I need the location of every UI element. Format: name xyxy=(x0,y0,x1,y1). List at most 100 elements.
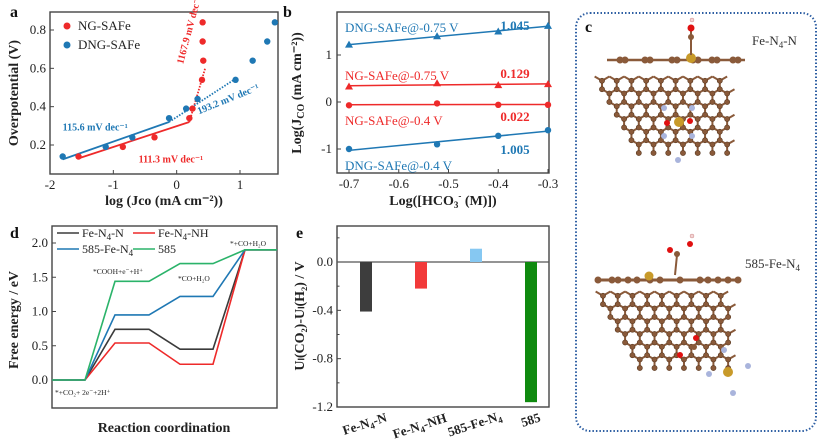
data-point xyxy=(271,19,279,26)
carbon-atom xyxy=(600,301,606,308)
data-point xyxy=(151,134,158,141)
carbon-atom xyxy=(725,331,732,337)
oxygen-atom xyxy=(687,118,693,124)
y-tick-label: 0.4 xyxy=(30,99,47,114)
slope-value: 0.022 xyxy=(500,109,529,124)
carbon-atom xyxy=(613,103,620,110)
panel-e-y-axis-label: Uₗ(CO₂)-Uₗ(H₂) / V xyxy=(293,261,308,370)
oxygen-atom xyxy=(693,335,699,341)
panel-a: a -2 -1 0 1 0.2 0.4 0.6 0.8 111.3 mV dec⁻¹ 1167.… xyxy=(7,0,279,209)
carbon-atom xyxy=(644,292,651,299)
carbon-atom xyxy=(680,90,686,97)
step-label: *+CO₂+ 2e⁻+2H⁺ xyxy=(55,388,111,397)
data-point xyxy=(433,100,441,107)
carbon-atom xyxy=(629,301,636,308)
slope-annotation: 111.3 mV dec⁻¹ xyxy=(139,154,203,165)
carbon-atom xyxy=(673,301,680,308)
category-label-sub: 4 xyxy=(497,414,505,425)
carbon-atom xyxy=(704,276,712,284)
carbon-atom xyxy=(624,276,632,284)
carbon-atom xyxy=(658,326,665,333)
data-point xyxy=(194,95,201,103)
iron-atom xyxy=(674,117,684,127)
carbon-atom xyxy=(716,111,723,118)
category-label: 585-Fe-N4 xyxy=(446,408,505,442)
carbon-atom xyxy=(644,352,651,359)
carbon-atom xyxy=(657,128,664,135)
carbon-atom xyxy=(688,292,695,299)
carbon-atom xyxy=(681,365,687,371)
carbon-atom xyxy=(687,77,694,84)
energy-path xyxy=(52,249,277,381)
data-point xyxy=(494,27,503,35)
oxygen-atom xyxy=(677,352,683,358)
carbon-atom xyxy=(657,137,664,144)
carbon-atom xyxy=(651,331,658,337)
data-point xyxy=(433,79,442,87)
data-point xyxy=(129,134,136,141)
carbon-atom xyxy=(681,339,687,346)
panel-d-frame xyxy=(51,225,278,409)
carbon-atom xyxy=(724,141,731,148)
carbon-atom xyxy=(635,99,642,105)
series-label: DNG-SAFe@-0.4 V xyxy=(345,158,453,173)
fit-line xyxy=(348,25,549,46)
carbon-atom xyxy=(695,356,702,363)
nitrogen-atom xyxy=(689,133,695,139)
panel-a-frame xyxy=(49,11,279,175)
nitrogen-atom xyxy=(661,105,667,111)
carbon-atom xyxy=(644,301,651,308)
carbon-atom xyxy=(650,90,657,97)
bar xyxy=(525,262,537,403)
legend-label: 585 xyxy=(158,242,176,256)
carbon-atom xyxy=(606,90,613,97)
panel-d-y-axis-label: Free energy / eV xyxy=(7,271,22,369)
legend-label: DNG-SAFe xyxy=(78,37,140,52)
carbon-atom xyxy=(635,116,642,122)
legend-label-main: 585 xyxy=(158,242,176,256)
energy-path xyxy=(52,249,277,381)
carbon-atom xyxy=(658,352,665,359)
oxygen-atom xyxy=(687,241,693,247)
bar xyxy=(415,262,427,289)
carbon-atom xyxy=(643,103,650,110)
y-tick-label: 0.2 xyxy=(30,137,46,152)
carbon-atom xyxy=(702,111,708,118)
carbon-atom xyxy=(636,305,643,312)
carbon-atom xyxy=(666,365,673,371)
carbon-atom xyxy=(673,343,680,350)
carbon-atom xyxy=(702,86,708,93)
step-label: *COOH+e⁻+H⁺ xyxy=(93,267,143,276)
carbon-atom xyxy=(650,124,657,131)
data-point xyxy=(119,143,127,151)
carbon-atom xyxy=(724,116,731,122)
carbon-atom xyxy=(629,318,636,325)
y-tick-label: -1 xyxy=(321,141,332,156)
carbon-atom xyxy=(666,339,673,346)
category-label-main: Fe-N xyxy=(341,415,372,438)
carbon-atom xyxy=(709,141,716,148)
carbon-atom xyxy=(672,77,679,84)
y-tick-label: 0.0 xyxy=(32,372,48,387)
carbon-atom xyxy=(724,276,732,284)
carbon-atom xyxy=(628,103,635,110)
carbon-atom xyxy=(710,314,717,320)
nitrogen-atom xyxy=(745,363,751,369)
carbon-atom xyxy=(636,365,643,371)
carbon-atom xyxy=(643,111,650,118)
carbon-atom xyxy=(724,150,731,156)
fit-line xyxy=(348,130,549,152)
data-point xyxy=(75,153,82,160)
panel-c-structures: c Fe-N4-N 585-Fe-N4 xyxy=(575,12,817,432)
carbon-atom xyxy=(621,99,627,105)
carbon-atom xyxy=(672,86,679,93)
y-tick-label: 1.5 xyxy=(32,269,48,284)
x-tick-label: -0.3 xyxy=(538,176,559,191)
carbon-atom xyxy=(635,124,642,131)
carbon-atom xyxy=(644,326,651,333)
legend-label-main: Fe-N xyxy=(158,226,183,240)
atoms xyxy=(599,77,731,156)
panel-a-x-axis-label: log (Jco (mA cm⁻²)) xyxy=(105,194,223,209)
legend-label-main: Fe-N xyxy=(82,226,107,240)
carbon-atom xyxy=(622,314,628,320)
